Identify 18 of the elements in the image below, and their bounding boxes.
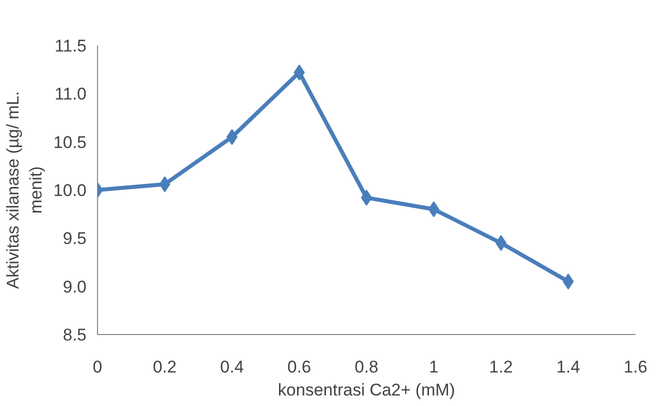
x-tick-label: 0.2 [152,358,177,376]
y-tick-label: 10.5 [53,132,87,152]
x-tick-label: 0.8 [354,358,378,376]
x-tick-label: 1.4 [556,358,580,376]
x-tick-label: 1.6 [624,358,648,376]
x-tick-label: 0.4 [220,358,244,376]
x-tick-label: 0 [92,358,102,376]
x-tick-label: 0.6 [287,358,312,376]
y-tick-label: 11.0 [54,84,87,104]
y-tick-label: 9.0 [62,277,87,296]
y-tick-label: 10.0 [53,181,87,200]
x-tick-label: 1 [429,358,438,376]
y-axis-title: Aktivitas xilanase (µg/ mL. menit) [4,91,46,289]
y-tick-label: 8.5 [62,326,87,344]
y-tick-label: 9.5 [62,229,87,248]
y-tick-label: 11.5 [54,36,87,56]
x-tick-label: 1.2 [489,358,513,376]
x-axis-title: konsentrasi Ca2+ (mM) [278,380,456,400]
